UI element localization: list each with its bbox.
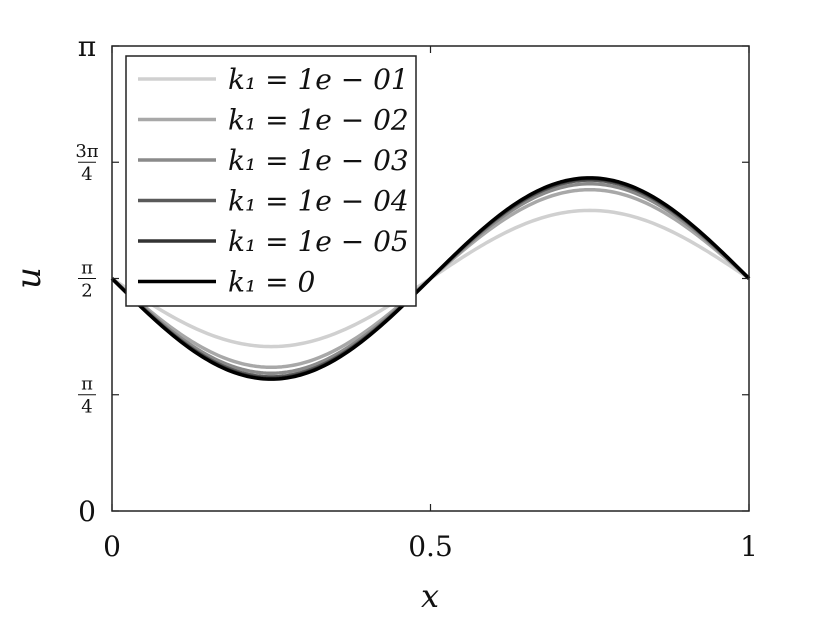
- x-tick-label: 0.5: [408, 530, 453, 563]
- x-axis-label: x: [421, 577, 439, 615]
- y-tick-label-fraction: 3π4: [75, 141, 98, 185]
- y-tick-label-fraction: π2: [78, 257, 96, 301]
- legend-label: k₁ = 1e − 05: [228, 225, 409, 258]
- series-line-6: [110, 176, 751, 381]
- series-curves: [110, 176, 751, 381]
- legend-box: [125, 55, 417, 307]
- y-tick-label: 0: [78, 495, 96, 528]
- legend-label: k₁ = 1e − 03: [228, 144, 409, 177]
- y-tick-label: π: [78, 30, 96, 63]
- y-tick-label-fraction: π4: [78, 374, 96, 418]
- y-tick-denominator: 4: [81, 164, 92, 185]
- y-tick-numerator: π: [81, 257, 93, 278]
- legend-label: k₁ = 0: [228, 266, 315, 299]
- y-tick-denominator: 2: [81, 280, 92, 301]
- y-axis-label: u: [9, 267, 49, 289]
- x-tick-label: 1: [740, 530, 758, 563]
- x-tick-label: 0: [103, 530, 121, 563]
- legend: k₁ = 1e − 01 k₁ = 1e − 02 k₁ = 1e − 03 k₁ =…: [125, 55, 417, 307]
- legend-label: k₁ = 1e − 02: [228, 104, 409, 137]
- y-tick-numerator: π: [81, 374, 93, 395]
- y-tick-denominator: 4: [81, 397, 92, 418]
- y-tick-numerator: 3π: [75, 141, 98, 162]
- legend-label: k₁ = 1e − 01: [228, 63, 409, 96]
- legend-label: k₁ = 1e − 04: [228, 185, 409, 218]
